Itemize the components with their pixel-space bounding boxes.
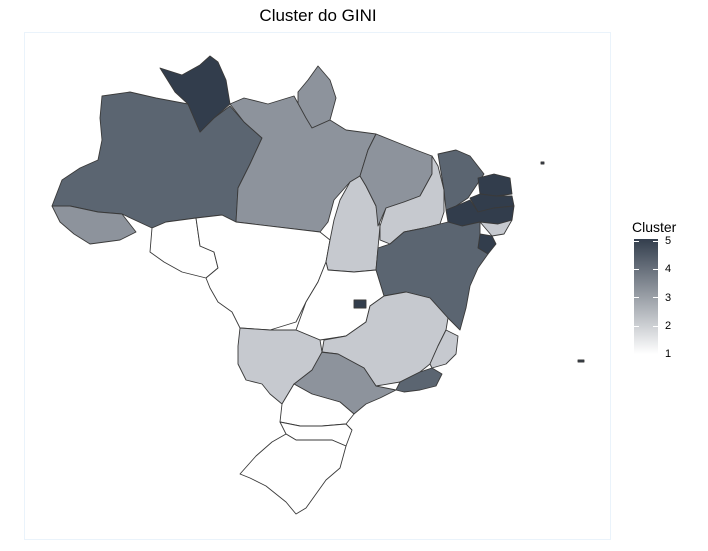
state-rj — [395, 367, 443, 393]
legend-title: Cluster — [632, 219, 677, 235]
legend-tick-2: 2 — [665, 320, 672, 332]
map-title: Cluster do GINI — [259, 6, 377, 25]
legend-tick-3: 3 — [665, 292, 672, 304]
state-rs — [239, 433, 347, 515]
state-al — [479, 219, 513, 237]
legend-tick-mark — [634, 326, 658, 327]
state-ce — [437, 149, 485, 211]
legend-tick-mark — [634, 269, 658, 270]
legend-tick-5: 5 — [665, 235, 672, 247]
legend-tick-mark — [634, 297, 658, 298]
state-am — [51, 91, 263, 229]
legend: Cluster 5 4 3 2 1 — [632, 219, 702, 369]
legend-tick-mark — [634, 241, 658, 242]
island-dot-se — [577, 359, 585, 363]
state-es — [429, 329, 459, 369]
island-dot-ne — [540, 161, 545, 165]
state-df — [353, 299, 367, 309]
state-ac — [51, 205, 137, 245]
plot-panel — [24, 32, 611, 540]
legend-tick-1: 1 — [665, 348, 672, 360]
legend-colorbar — [634, 239, 658, 354]
state-rr — [159, 55, 231, 133]
legend-tick-4: 4 — [665, 263, 672, 275]
state-rn — [477, 173, 513, 197]
legend-tick-mark — [634, 354, 658, 355]
